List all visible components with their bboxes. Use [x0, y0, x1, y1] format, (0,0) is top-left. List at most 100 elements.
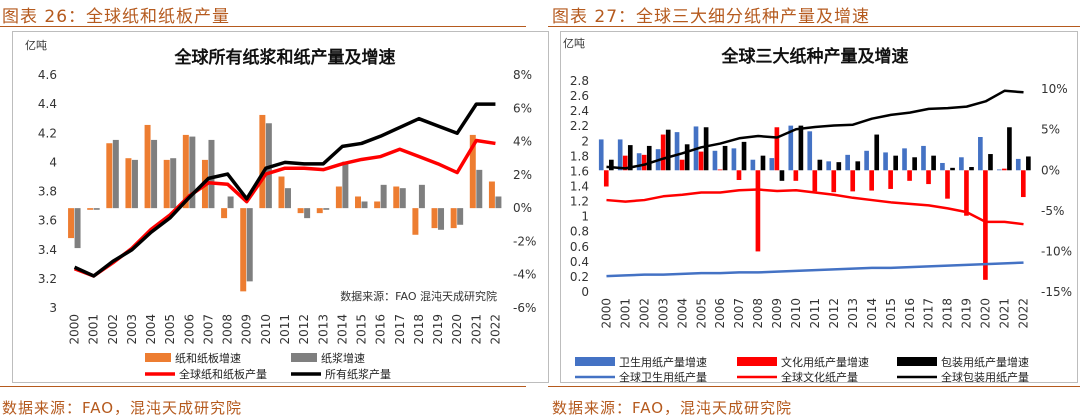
bar-3	[722, 145, 728, 171]
x-category-label: 2010	[789, 298, 803, 329]
legend-label: 纸和纸板增速	[175, 351, 241, 365]
bar-1	[87, 208, 94, 210]
bar-1	[617, 139, 623, 171]
bar-1	[731, 148, 737, 171]
right-tick-label: 8%	[513, 68, 532, 82]
legend-label: 全球卫生用纸产量	[619, 370, 707, 382]
bar-2	[641, 154, 647, 171]
left-tick-label: 3.6	[38, 214, 57, 228]
bar-2	[476, 169, 483, 209]
bar-3	[950, 167, 955, 171]
bar-1	[996, 169, 1002, 171]
bar-1	[355, 196, 361, 209]
bar-1	[316, 208, 323, 214]
bar-1	[978, 137, 983, 171]
bar-1	[598, 139, 604, 171]
bar-2	[361, 201, 368, 209]
right-tick-label: 0%	[1041, 163, 1060, 177]
legend-swatch	[145, 353, 171, 362]
right-tick-label: 6%	[513, 101, 532, 115]
bar-2	[717, 169, 723, 171]
left-tick-label: 2	[581, 134, 589, 148]
bar-3	[627, 145, 633, 171]
x-category-label: 2011	[278, 314, 292, 345]
bar-1	[674, 132, 680, 171]
chart-title: 全球所有纸浆和纸产量及增速	[174, 47, 396, 68]
bar-1	[636, 153, 642, 171]
bar-1	[488, 181, 495, 209]
bar-3	[988, 154, 993, 171]
series-line-1	[73, 138, 496, 278]
bar-2	[170, 158, 177, 209]
bar-3	[741, 141, 747, 171]
x-category-label: 2000	[68, 314, 82, 345]
left-tick-label: 0	[581, 285, 589, 299]
x-category-label: 2013	[316, 314, 330, 345]
x-category-label: 2002	[637, 298, 651, 329]
right-tick-label: -15%	[1041, 285, 1072, 299]
bar-2	[793, 170, 799, 181]
bar-1	[807, 131, 813, 171]
left-tick-label: 0.8	[570, 225, 589, 239]
series-line-1	[606, 261, 1024, 278]
x-category-label: 2020	[979, 298, 993, 329]
left-tick-label: 4.6	[38, 68, 57, 82]
bar-1	[68, 208, 75, 239]
x-category-label: 2001	[618, 298, 632, 329]
bar-1	[788, 125, 794, 171]
bar-1	[221, 208, 228, 219]
left-chart-panel: 全球所有纸浆和纸产量及增速 亿吨 3 3.2 3.4 3.6 3.8 4 4.2 4.4 4.6 -6…	[12, 31, 549, 383]
bar-2	[304, 208, 311, 219]
x-category-label: 2000	[599, 298, 613, 329]
left-tick-label: 0.4	[570, 255, 589, 269]
left-tick-label: 2.6	[570, 89, 589, 103]
x-category-label: 2001	[87, 314, 101, 345]
x-category-label: 2006	[713, 298, 727, 329]
left-tick-label: 2.2	[570, 119, 589, 133]
bar-3	[969, 167, 974, 171]
legend-label: 包装用纸产量增速	[941, 355, 1029, 369]
x-category-label: 2013	[846, 298, 860, 329]
x-category-label: 2018	[941, 298, 955, 329]
x-category-label: 2016	[374, 314, 388, 345]
legend-label: 全球文化纸产量	[781, 370, 858, 382]
bar-1	[125, 158, 132, 209]
x-category-label: 2015	[355, 314, 369, 345]
left-tick-label: 2.8	[570, 74, 589, 88]
x-category-label: 2004	[144, 314, 158, 345]
x-category-label: 2004	[675, 298, 689, 329]
left-tick-label: 0.2	[570, 270, 589, 284]
right-caption-rule	[548, 26, 1080, 27]
bar-3	[665, 129, 671, 171]
bar-1	[826, 161, 832, 171]
bar-1	[712, 150, 718, 171]
x-category-label: 2021	[998, 298, 1012, 329]
bar-2	[457, 208, 464, 225]
bar-1	[750, 159, 756, 171]
legend-swatch	[291, 353, 317, 362]
bar-3	[1026, 156, 1031, 171]
left-source-rule	[0, 386, 526, 387]
bar-3	[646, 145, 652, 171]
inner-source-note: 数据来源：FAO 混沌天成研究院	[340, 289, 497, 303]
bar-2	[1002, 168, 1007, 171]
bar-1	[412, 208, 419, 235]
left-tick-label: 0.6	[570, 240, 589, 254]
left-figure-source: 数据来源：FAO，混沌天成研究院	[2, 399, 243, 417]
right-tick-label: 2%	[513, 168, 532, 182]
bar-2	[323, 208, 330, 210]
bar-2	[189, 136, 196, 209]
left-tick-label: 2.4	[570, 104, 589, 118]
legend-swatch	[737, 357, 777, 366]
right-tick-label: -2%	[513, 234, 536, 248]
bar-3	[931, 155, 936, 171]
left-tick-label: 3.4	[38, 243, 57, 257]
bar-2	[679, 159, 685, 171]
bar-1	[431, 208, 438, 229]
bar-2	[964, 170, 969, 216]
bar-2	[438, 208, 445, 230]
bar-2	[831, 170, 837, 193]
x-category-label: 2008	[751, 298, 765, 329]
bar-3	[874, 134, 880, 171]
bar-1	[163, 159, 170, 209]
